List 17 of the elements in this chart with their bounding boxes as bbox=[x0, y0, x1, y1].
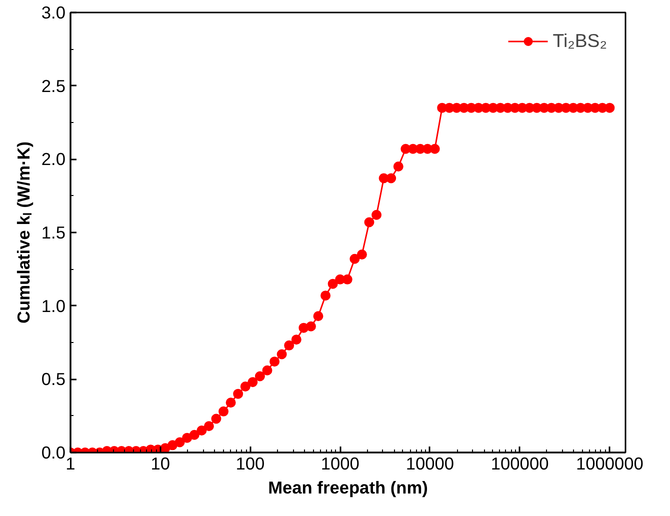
x-tick-label: 100 bbox=[236, 454, 265, 474]
legend-label: Ti₂BS₂ bbox=[552, 30, 607, 52]
x-tick-label: 1000000 bbox=[576, 454, 644, 474]
y-tick-label: 2.0 bbox=[41, 149, 66, 170]
x-tick-label: 10 bbox=[150, 454, 170, 474]
y-tick-label: 1.5 bbox=[41, 222, 66, 242]
x-axis-title: Mean freepath (nm) bbox=[268, 478, 428, 498]
x-tick-label: 1000 bbox=[320, 454, 360, 474]
x-tick-label: 1 bbox=[66, 454, 76, 474]
y-tick-label: 1.0 bbox=[41, 296, 66, 316]
y-tick-label: 0.0 bbox=[41, 442, 66, 462]
x-tick-label: 10000 bbox=[406, 454, 454, 474]
y-tick-label: 2.5 bbox=[41, 76, 66, 96]
x-tick-label: 100000 bbox=[490, 454, 549, 474]
y-tick-label: 3.0 bbox=[41, 2, 66, 22]
y-axis-title: Cumulative kₗ (W/m·K) bbox=[13, 141, 34, 324]
y-tick-label: 0.5 bbox=[41, 369, 66, 390]
